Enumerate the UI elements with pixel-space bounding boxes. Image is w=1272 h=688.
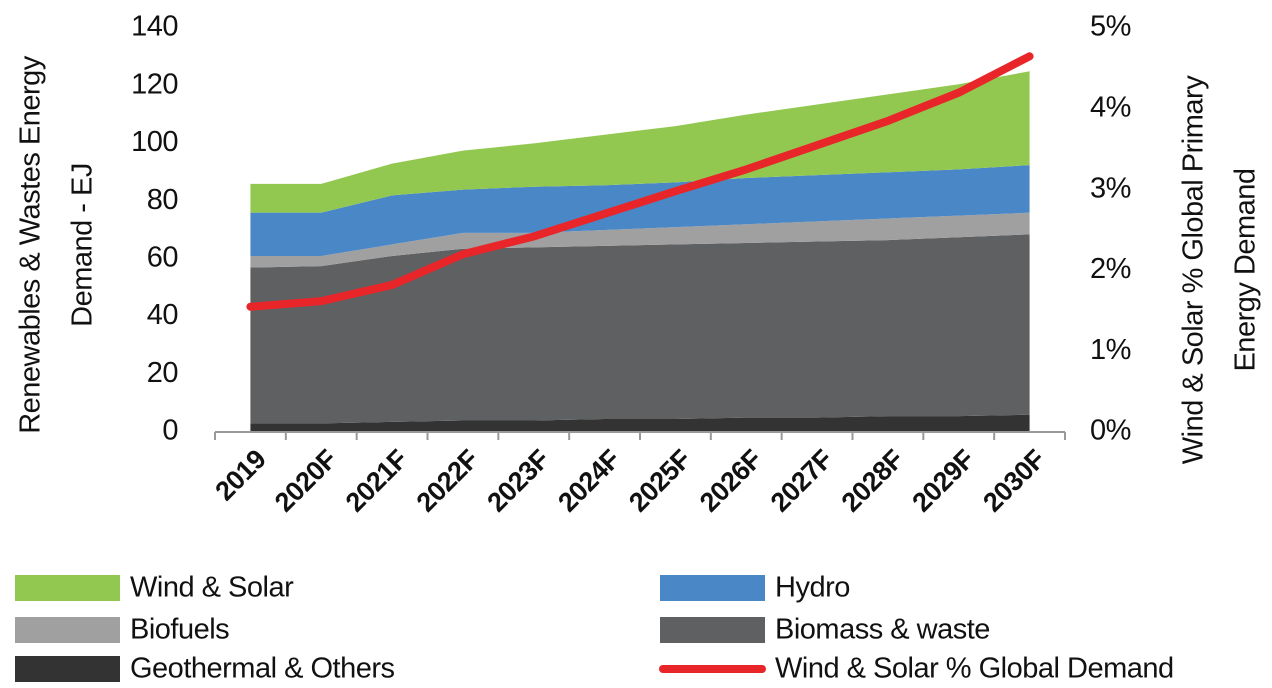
legend-swatch: [15, 656, 120, 682]
x-tick-label: 2019: [209, 444, 272, 507]
y-tick-label: 100: [131, 126, 178, 158]
x-tick-label: 2030F: [977, 444, 1051, 518]
x-tick-label: 2028F: [836, 444, 910, 518]
legend-item: Wind & Solar % Global Demand: [659, 653, 1174, 685]
legend-item: Biofuels: [15, 614, 230, 646]
x-tick-label: 2026F: [694, 444, 768, 518]
legend-label: Geothermal & Others: [130, 653, 395, 685]
y2-tick-label: 4%: [1090, 91, 1131, 123]
legend-label: Wind & Solar % Global Demand: [775, 653, 1174, 685]
y-axis-title: Renewables & Wastes Energy: [15, 55, 47, 434]
y-axis-title: Demand - EJ: [67, 163, 99, 327]
x-tick-label: 2020F: [269, 444, 343, 518]
x-tick-label: 2022F: [411, 444, 485, 518]
legend-item: Geothermal & Others: [15, 653, 395, 685]
legend-item: Biomass & waste: [660, 614, 990, 646]
y-tick-label: 0: [162, 415, 178, 447]
y2-tick-label: 3%: [1090, 172, 1131, 204]
legend-item: Hydro: [660, 572, 850, 604]
y-tick-label: 120: [131, 68, 178, 100]
area: [250, 165, 1030, 256]
x-tick-label: 2021F: [340, 444, 414, 518]
area: [250, 212, 1030, 268]
x-tick-label: 2023F: [481, 444, 555, 518]
line: [246, 52, 1034, 311]
legend-label: Biomass & waste: [775, 614, 990, 646]
y2-tick-label: 2%: [1090, 253, 1131, 285]
y-tick-label: 20: [147, 357, 178, 389]
y2-tick-label: 5%: [1090, 11, 1131, 43]
legend-label: Hydro: [775, 572, 850, 604]
x-tick-label: 2029F: [906, 444, 980, 518]
y2-tick-label: 0%: [1090, 415, 1131, 447]
area: [250, 414, 1030, 432]
legend-swatch: [660, 617, 765, 643]
legend-swatch: [660, 575, 765, 601]
y2-axis-title: Wind & Solar % Global Primary: [1178, 75, 1210, 464]
legend-swatch: [15, 617, 120, 643]
y-tick-label: 60: [147, 242, 178, 274]
y2-axis-title: Energy Demand: [1230, 168, 1262, 371]
legend-item: Wind & Solar: [15, 572, 295, 604]
x-tick-label: 2024F: [552, 444, 626, 518]
area: [250, 71, 1030, 213]
legend-label: Biofuels: [130, 614, 229, 646]
legend-swatch: [15, 575, 120, 601]
x-tick-label: 2027F: [765, 444, 839, 518]
x-tick-label: 2025F: [623, 444, 697, 518]
legend-label: Wind & Solar: [130, 572, 294, 604]
y-tick-label: 140: [131, 11, 178, 43]
y2-tick-label: 1%: [1090, 334, 1131, 366]
area: [250, 234, 1030, 424]
y-tick-label: 80: [147, 184, 178, 216]
y-tick-label: 40: [147, 299, 178, 331]
